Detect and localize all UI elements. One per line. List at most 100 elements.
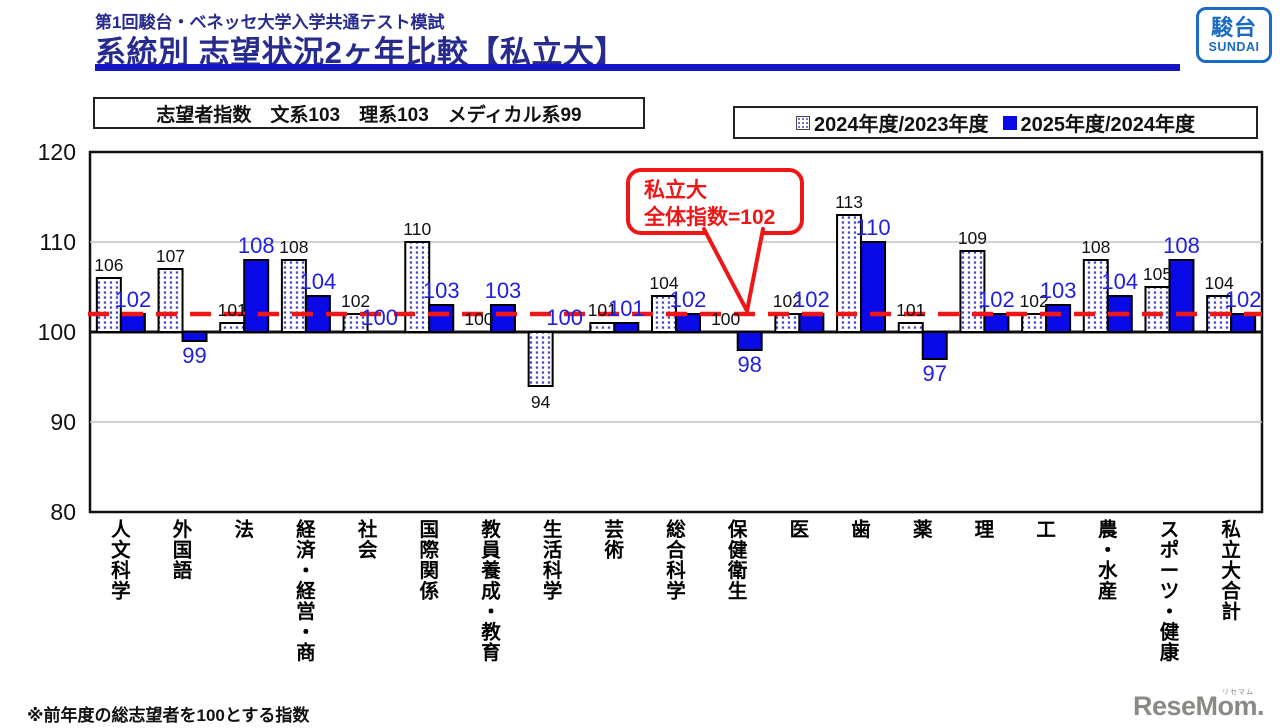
bar-value-label-2024: 105 xyxy=(1143,264,1172,284)
bar-2024-2023 xyxy=(1144,286,1171,333)
category-label: 教員養成・教育 xyxy=(480,518,501,664)
bar-value-label-2025: 104 xyxy=(1101,269,1138,294)
bar-2024-2023 xyxy=(280,259,307,333)
bar-2025-2024 xyxy=(983,313,1010,333)
bar-2025-2024 xyxy=(921,331,948,360)
bar-value-label-2025: 102 xyxy=(114,287,151,312)
bar-2025-2024 xyxy=(1045,304,1072,333)
bar-2025-2024 xyxy=(243,259,270,333)
y-axis-tick-label: 80 xyxy=(50,499,76,525)
bar-2025-2024 xyxy=(1168,259,1195,333)
bar-value-label-2025: 103 xyxy=(423,278,460,303)
bar-value-label-2025: 110 xyxy=(856,215,891,240)
bar-2024-2023 xyxy=(219,322,246,333)
category-label: 国際関係 xyxy=(420,519,440,603)
bar-value-label-2024: 109 xyxy=(958,228,987,248)
bar-value-label-2025: 101 xyxy=(608,296,645,321)
bar-2024-2023 xyxy=(589,322,616,333)
category-label: 工 xyxy=(1036,519,1056,541)
bar-2024-2023 xyxy=(404,241,431,333)
y-axis-tick-label: 120 xyxy=(38,139,76,165)
bar-2025-2024 xyxy=(119,313,146,333)
solid-swatch-icon xyxy=(1002,115,1017,130)
bar-2024-2023 xyxy=(774,313,801,333)
bar-2025-2024 xyxy=(736,331,763,351)
bar-value-label-2024: 102 xyxy=(773,291,802,311)
bar-2025-2024 xyxy=(489,304,516,333)
category-label: 農・水産 xyxy=(1098,519,1118,603)
bar-value-label-2025: 102 xyxy=(1225,287,1262,312)
bar-value-label-2025: 103 xyxy=(1040,278,1077,303)
footnote: ※前年度の総志望者を100とする指数 xyxy=(27,706,310,725)
bar-2024-2023 xyxy=(157,268,184,333)
bar-value-label-2025: 100 xyxy=(546,305,583,330)
bar-2025-2024 xyxy=(860,241,887,333)
category-label: 薬 xyxy=(913,518,933,541)
dotted-swatch-icon xyxy=(795,115,810,130)
annotation-tail-fill xyxy=(704,229,763,311)
bar-value-label-2024: 113 xyxy=(835,192,863,212)
y-axis-tick-label: 100 xyxy=(38,319,76,345)
bar-2025-2024 xyxy=(798,313,825,333)
sundai-logo: 駿台 SUNDAI xyxy=(1196,7,1272,63)
category-label: 経済・経営・商 xyxy=(296,518,316,664)
bar-value-label-2024: 100 xyxy=(464,309,493,329)
bar-value-label-2024: 104 xyxy=(649,273,678,293)
bar-value-label-2025: 102 xyxy=(793,287,830,312)
bar-2024-2023 xyxy=(342,313,369,333)
bar-2025-2024 xyxy=(613,322,640,333)
bar-value-label-2024: 101 xyxy=(218,300,247,320)
bar-value-label-2025: 99 xyxy=(182,343,206,368)
category-label: 総合科学 xyxy=(666,518,686,603)
bar-value-label-2024: 104 xyxy=(1205,273,1234,293)
category-label: 社会 xyxy=(357,518,378,562)
bar-value-label-2025: 108 xyxy=(238,233,275,258)
bar-2024-2023 xyxy=(1021,313,1048,333)
bar-value-label-2025: 102 xyxy=(670,287,707,312)
bar-value-label-2024: 108 xyxy=(1081,237,1110,257)
resemom-text: ReseMom. xyxy=(1132,691,1265,721)
category-label: 人文科学 xyxy=(111,518,131,603)
applicant-index-box: 志望者指数 文系103 理系103 メディカル系99 xyxy=(93,97,645,129)
resemom-ruby: リセマム xyxy=(1222,689,1254,696)
sundai-logo-roman: SUNDAI xyxy=(1208,39,1260,54)
bar-value-label-2025: 98 xyxy=(737,352,761,377)
bar-value-label-2024: 102 xyxy=(341,291,370,311)
bar-2025-2024 xyxy=(675,313,701,333)
category-label: 外国語 xyxy=(173,518,193,582)
bar-value-label-2024: 107 xyxy=(156,246,185,266)
category-label: 生活科学 xyxy=(543,518,563,603)
header-subtitle: 第1回駿台・ベネッセ大学入学共通テスト模試 xyxy=(95,13,445,32)
category-label: 理 xyxy=(975,519,995,541)
category-label: 保健衛生 xyxy=(727,518,748,603)
bar-value-label-2024: 108 xyxy=(279,237,308,257)
annotation-line1: 私立大 xyxy=(644,178,707,202)
bar-value-label-2024: 102 xyxy=(1020,291,1049,311)
category-label: 医 xyxy=(790,519,810,541)
category-label: 法 xyxy=(234,518,254,541)
bar-value-label-2024: 110 xyxy=(403,219,431,239)
bar-2025-2024 xyxy=(428,304,455,333)
y-axis-tick-label: 90 xyxy=(50,409,76,435)
legend-item-2024: 2024年度/2023年度 xyxy=(795,108,989,137)
legend-label-2024: 2024年度/2023年度 xyxy=(813,114,989,136)
bar-value-label-2024: 100 xyxy=(711,309,740,329)
bar-value-label-2025: 103 xyxy=(485,278,522,303)
applicant-index-text: 志望者指数 文系103 理系103 メディカル系99 xyxy=(156,104,582,126)
bar-value-label-2024: 101 xyxy=(588,300,617,320)
bar-value-label-2024: 94 xyxy=(531,392,551,412)
y-axis-tick-label: 110 xyxy=(39,229,76,255)
bar-value-label-2025: 104 xyxy=(300,269,337,294)
bar-value-label-2025: 102 xyxy=(978,287,1015,312)
bar-2025-2024 xyxy=(1230,313,1257,333)
category-label: 芸術 xyxy=(604,518,625,562)
bar-value-label-2025: 97 xyxy=(922,361,946,386)
bar-2024-2023 xyxy=(527,331,554,387)
title-underline xyxy=(95,64,1180,71)
bar-2025-2024 xyxy=(181,331,208,342)
bar-2024-2023 xyxy=(897,322,924,333)
category-label: 歯 xyxy=(851,518,871,541)
bar-2024-2023 xyxy=(95,277,122,333)
